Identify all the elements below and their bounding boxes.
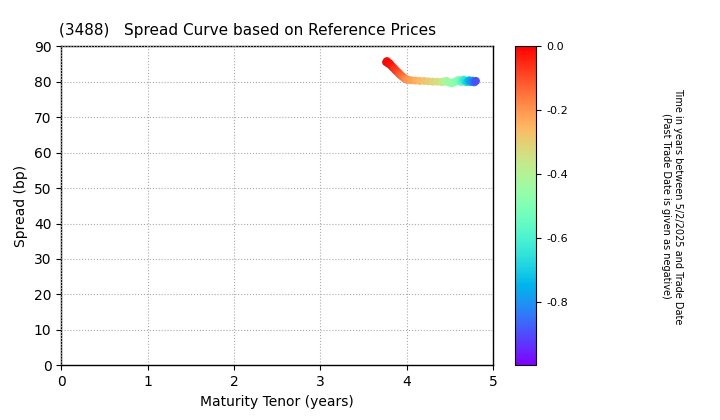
Point [405, 77, 417, 84]
Point [390, 67, 401, 74]
Point [463, 77, 474, 84]
Point [449, 78, 461, 85]
Point [423, 78, 434, 85]
Point [418, 78, 430, 84]
Point [398, 75, 410, 81]
Point [431, 78, 443, 85]
Point [392, 69, 404, 76]
Point [385, 62, 397, 69]
Point [451, 78, 463, 84]
Point [467, 77, 478, 84]
Point [469, 79, 480, 86]
Point [461, 79, 472, 85]
Text: (3488)   Spread Curve based on Reference Prices: (3488) Spread Curve based on Reference P… [59, 23, 436, 38]
Point [384, 61, 396, 68]
Point [462, 78, 473, 85]
Point [397, 74, 409, 81]
Point [456, 78, 468, 84]
Point [443, 79, 454, 86]
Point [446, 80, 457, 87]
Point [464, 78, 476, 85]
Point [458, 76, 469, 83]
Point [459, 77, 470, 84]
Point [427, 78, 438, 85]
Point [457, 77, 469, 84]
Point [470, 78, 482, 84]
Point [436, 79, 447, 85]
Point [397, 74, 408, 80]
Point [441, 78, 452, 84]
Point [402, 76, 413, 83]
Point [439, 78, 451, 85]
Point [414, 78, 426, 84]
Point [453, 76, 464, 83]
Y-axis label: Time in years between 5/2/2025 and Trade Date
(Past Trade Date is given as negat: Time in years between 5/2/2025 and Trade… [661, 88, 683, 324]
Point [382, 60, 394, 66]
Point [448, 79, 459, 86]
Point [469, 78, 481, 85]
Point [381, 58, 392, 64]
Point [456, 79, 467, 85]
Point [394, 71, 405, 78]
Point [400, 76, 411, 82]
Point [401, 76, 413, 83]
Point [393, 70, 405, 77]
Point [395, 72, 407, 79]
Point [387, 63, 398, 70]
Point [437, 78, 449, 85]
Point [462, 78, 474, 84]
Point [383, 60, 395, 67]
X-axis label: Maturity Tenor (years): Maturity Tenor (years) [200, 395, 354, 409]
Point [467, 78, 479, 85]
Point [388, 65, 400, 71]
Point [400, 76, 412, 83]
Point [454, 77, 465, 84]
Point [391, 68, 402, 74]
Point [384, 60, 395, 67]
Point [410, 77, 421, 84]
Point [444, 79, 456, 86]
Point [465, 79, 477, 85]
Point [460, 78, 472, 85]
Point [392, 68, 403, 75]
Point [387, 64, 399, 71]
Point [466, 78, 477, 85]
Point [454, 78, 466, 85]
Point [389, 66, 400, 73]
Point [396, 73, 408, 79]
Point [380, 59, 392, 66]
Y-axis label: Spread (bp): Spread (bp) [14, 165, 28, 247]
